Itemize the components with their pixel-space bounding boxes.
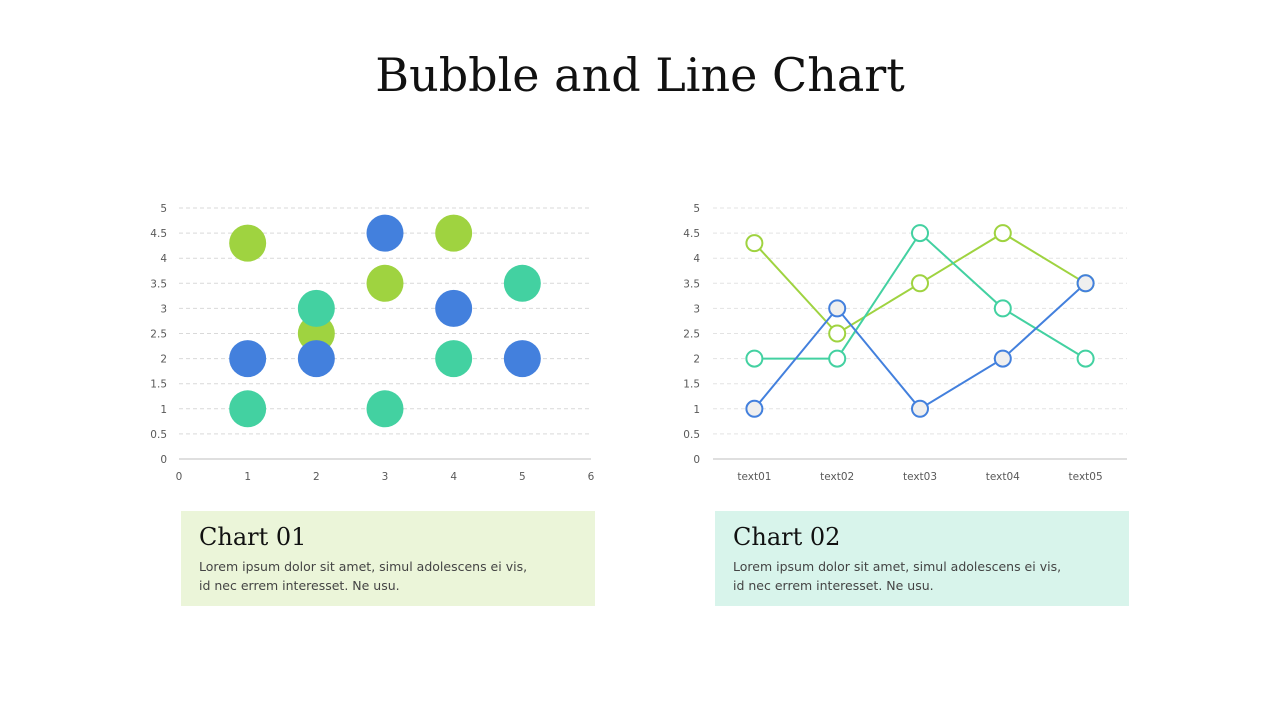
bubble: [229, 340, 267, 378]
bubble: [503, 340, 541, 378]
y-tick-label: 1.5: [150, 379, 167, 391]
chart-01-description: Lorem ipsum dolor sit amet, simul adoles…: [199, 559, 528, 593]
y-tick-label: 5: [160, 203, 167, 215]
y-tick-label: 1: [693, 404, 700, 416]
data-marker: [828, 299, 847, 318]
y-tick-label: 2: [160, 354, 167, 366]
data-marker: [1076, 349, 1095, 368]
bubble: [435, 214, 473, 252]
page-title: Bubble and Line Chart: [375, 48, 905, 102]
chart-01-caption: Chart 01 Lorem ipsum dolor sit amet, sim…: [181, 511, 595, 606]
y-tick-label: 0.5: [150, 429, 167, 441]
bubble: [366, 214, 404, 252]
bubble: [366, 264, 404, 302]
data-marker: [993, 349, 1012, 368]
bubble: [435, 340, 473, 378]
chart-01-heading: Chart 01: [199, 523, 307, 551]
y-tick-label: 0.5: [683, 429, 700, 441]
x-tick-label: 1: [244, 471, 251, 483]
y-tick-label: 4: [160, 253, 167, 265]
data-marker: [911, 224, 929, 243]
data-marker: [828, 324, 847, 343]
data-marker: [911, 399, 929, 418]
data-marker: [745, 399, 764, 418]
x-tick-label: 5: [519, 471, 526, 483]
data-marker: [993, 299, 1012, 318]
y-tick-label: 0: [160, 454, 167, 466]
data-marker: [1076, 274, 1095, 293]
chart-02-description: Lorem ipsum dolor sit amet, simul adoles…: [733, 559, 1062, 593]
series-line: [753, 282, 1087, 411]
bubble: [435, 289, 473, 327]
data-marker: [911, 274, 929, 293]
x-tick-label: 6: [588, 471, 595, 483]
data-marker: [828, 349, 847, 368]
y-tick-label: 4: [693, 253, 700, 265]
data-marker: [993, 224, 1012, 243]
y-tick-label: 5: [693, 203, 700, 215]
y-tick-label: 1.5: [683, 379, 700, 391]
bubble: [366, 390, 404, 428]
series-line: [754, 231, 1087, 360]
chart-02-caption: Chart 02 Lorem ipsum dolor sit amet, sim…: [715, 511, 1129, 606]
y-tick-label: 4.5: [683, 228, 700, 240]
x-tick-label: 4: [450, 471, 457, 483]
y-tick-label: 1: [160, 404, 167, 416]
x-tick-label: text04: [986, 471, 1020, 483]
y-tick-label: 2: [693, 354, 700, 366]
x-tick-label: 2: [313, 471, 320, 483]
y-tick-label: 3: [693, 303, 700, 315]
y-tick-label: 3.5: [150, 278, 167, 290]
x-tick-label: 0: [176, 471, 183, 483]
bubble: [297, 340, 335, 378]
chart-02-heading: Chart 02: [733, 523, 841, 551]
y-tick-label: 3: [160, 303, 167, 315]
x-tick-label: text05: [1069, 471, 1103, 483]
data-marker: [745, 349, 764, 368]
y-tick-label: 4.5: [150, 228, 167, 240]
y-tick-label: 2.5: [150, 329, 167, 341]
y-tick-label: 0: [693, 454, 700, 466]
bubble: [229, 390, 267, 428]
data-marker: [745, 234, 764, 253]
bubble: [229, 224, 267, 262]
x-tick-label: text02: [820, 471, 854, 483]
bubble: [503, 264, 541, 302]
bubble: [297, 289, 335, 327]
y-tick-label: 2.5: [683, 329, 700, 341]
x-tick-label: 3: [382, 471, 389, 483]
y-tick-label: 3.5: [683, 278, 700, 290]
x-tick-label: text03: [903, 471, 937, 483]
x-tick-label: text01: [737, 471, 771, 483]
